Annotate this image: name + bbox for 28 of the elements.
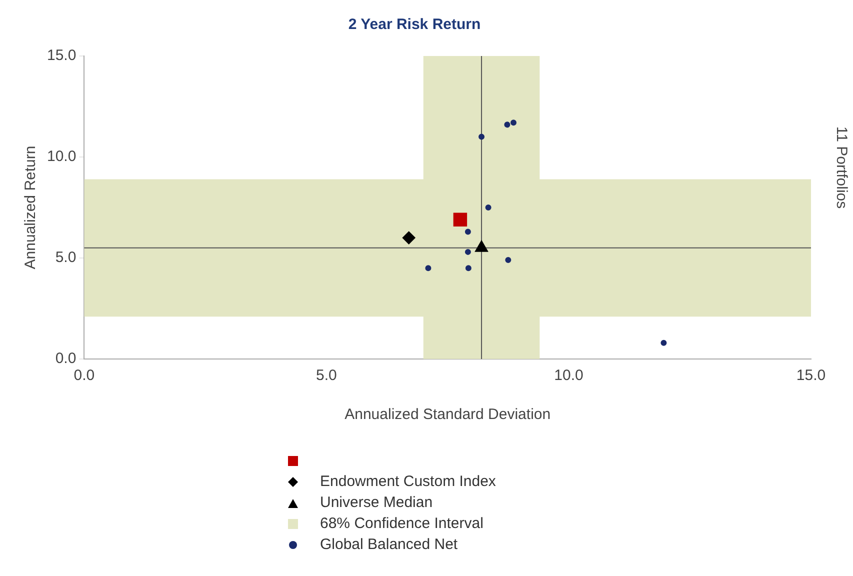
- x-tick-label: 0.0: [74, 367, 95, 384]
- legend-label: Endowment Custom Index: [320, 473, 496, 490]
- x-tick-label: 15.0: [796, 367, 826, 384]
- y-axis-title: Annualized Return: [22, 146, 40, 270]
- point: [510, 120, 516, 126]
- point: [660, 340, 667, 346]
- text: 11 Portfolios: [832, 126, 850, 209]
- y-tick-label: 0.0: [55, 350, 76, 368]
- point: [478, 134, 485, 140]
- point: [465, 265, 472, 272]
- point: [453, 212, 468, 226]
- x-tick-label: 5.0: [316, 367, 337, 384]
- point: [402, 231, 416, 244]
- point: [505, 257, 512, 264]
- x-axis-title: Annualized Standard Deviation: [344, 406, 551, 424]
- point: [464, 228, 471, 235]
- y-tick-label: 5.0: [55, 249, 76, 266]
- y-tick-label: 10.0: [46, 148, 76, 166]
- legend-label: Universe Median: [320, 494, 433, 511]
- chart-title: 2 Year Risk Return: [348, 16, 481, 34]
- point: [504, 122, 510, 128]
- legend-label: 68% Confidence Interval: [320, 515, 484, 532]
- legend-label: Global Balanced Net: [320, 536, 458, 553]
- point: [485, 204, 492, 210]
- y-tick-label: 15.0: [46, 47, 76, 64]
- point: [464, 248, 471, 255]
- point: [425, 265, 432, 272]
- x-tick-label: 10.0: [554, 367, 584, 384]
